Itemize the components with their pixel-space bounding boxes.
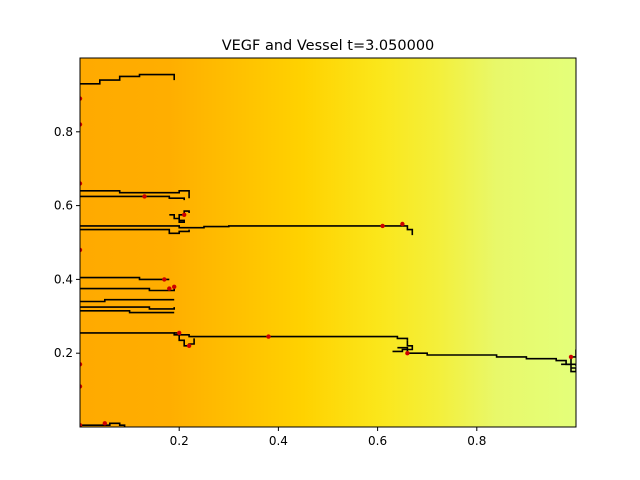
vessel-segment — [80, 276, 170, 281]
vessel-tip-point — [182, 212, 187, 217]
vessel-segment — [80, 287, 175, 292]
vessel-tip-point — [80, 96, 83, 101]
vessel-segment — [80, 310, 175, 314]
vessel-tip-point — [172, 284, 177, 289]
vessel-tip-point — [80, 122, 83, 127]
vessel-tips — [80, 96, 574, 427]
vessel-tip-point — [186, 343, 192, 348]
vessel-tip-point — [80, 181, 83, 186]
vessel-tip-point — [400, 221, 405, 227]
x-tick-label: 0.4 — [269, 434, 288, 448]
plot-frame — [79, 57, 577, 428]
x-tick-label: 0.6 — [368, 434, 387, 448]
chart-title: VEGF and Vessel t=3.050000 — [222, 38, 435, 54]
vessel-segment — [80, 422, 126, 427]
vessel-segment — [80, 190, 190, 199]
vessel-segment — [80, 298, 175, 303]
vessel-tip-point — [80, 362, 83, 367]
vessel-segment — [169, 210, 190, 223]
vessel-segment — [397, 346, 576, 367]
y-tick-label: 0.6 — [54, 199, 73, 213]
x-tick-label: 0.2 — [170, 434, 189, 448]
vessel-tip-point — [380, 223, 385, 229]
vegf-heatmap — [80, 58, 576, 427]
vessel-segment — [80, 73, 175, 85]
vessel-segment — [174, 332, 195, 347]
vessel-tip-point — [266, 334, 271, 339]
vessel-tip-point — [405, 351, 410, 356]
x-tick-label: 0.8 — [467, 434, 486, 448]
vessel-tip-point — [167, 286, 172, 291]
y-axis: 0.2 0.4 0.6 0.8 — [54, 125, 80, 360]
vessel-tip-point — [102, 421, 108, 426]
vessel-tip-point — [80, 384, 83, 389]
y-tick-label: 0.2 — [54, 346, 73, 360]
vessel-segment — [392, 340, 414, 353]
vessel-tip-point — [80, 247, 83, 253]
vessel-segment — [80, 332, 409, 341]
vessel-tip-point — [162, 277, 167, 282]
vessel-segment — [80, 306, 175, 310]
vessel-network — [80, 73, 576, 427]
vessel-segment — [80, 195, 185, 201]
vessel-tip-point — [177, 330, 182, 336]
vessel-segment — [80, 225, 414, 236]
vessel-tip-point — [568, 354, 574, 360]
y-tick-label: 0.8 — [54, 125, 73, 139]
y-tick-label: 0.4 — [54, 272, 73, 286]
vessel-tip-point — [142, 194, 147, 199]
vessel-segment — [80, 228, 190, 235]
x-axis: 0.2 0.4 0.6 0.8 — [170, 427, 486, 448]
vessel-segment — [561, 349, 576, 373]
vessel-tip-point — [80, 423, 83, 427]
